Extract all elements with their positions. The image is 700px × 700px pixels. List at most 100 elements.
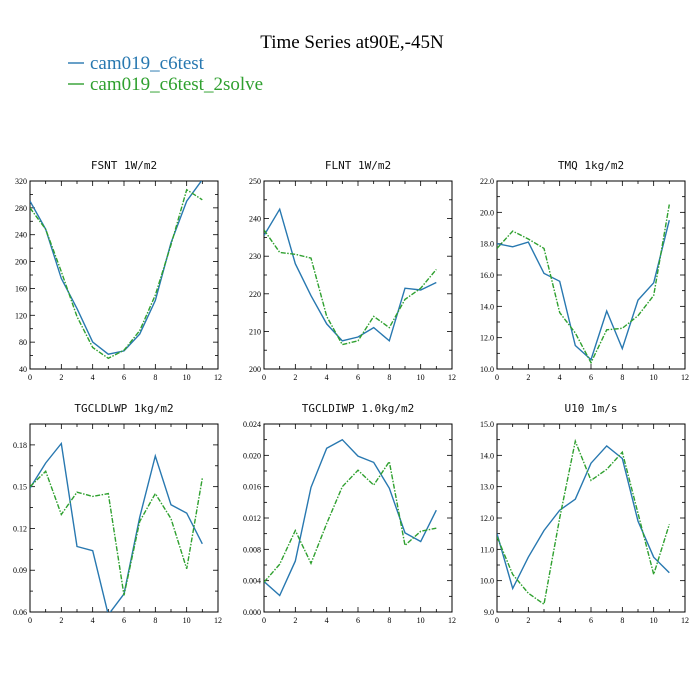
- y-tick-label: 0.008: [243, 545, 261, 554]
- y-tick-label: 280: [15, 204, 27, 213]
- page-title: Time Series at90E,-45N: [260, 32, 444, 53]
- x-tick-label: 0: [28, 616, 32, 625]
- x-tick-label: 4: [91, 616, 95, 625]
- x-tick-label: 0: [28, 373, 32, 382]
- x-tick-label: 2: [59, 373, 63, 382]
- panel-title: TMQ 1kg/m2: [558, 159, 624, 172]
- x-tick-label: 8: [620, 373, 624, 382]
- panel-5: TGCLDIWP 1.0kg/m2 0 2 4 6 8 10 12 0.000 0.004 0.00…: [243, 402, 456, 625]
- panel-4: TGCLDLWP 1kg/m2 0 2 4 6 8 10 12 0.06 0.09 0.12 0.15…: [13, 402, 222, 625]
- plot-frame: [29, 180, 219, 370]
- series-line-2: [30, 188, 203, 360]
- panel-title: FSNT 1W/m2: [91, 159, 157, 172]
- y-tick-label: 230: [249, 252, 261, 261]
- plot-frame: [496, 423, 686, 613]
- y-tick-label: 0.09: [13, 566, 27, 575]
- y-tick-label: 80: [19, 338, 27, 347]
- y-tick-label: 0.15: [13, 483, 27, 492]
- y-tick-label: 13.0: [480, 483, 494, 492]
- x-tick-label: 6: [356, 373, 360, 382]
- y-tick-label: 240: [249, 215, 261, 224]
- y-tick-label: 120: [15, 311, 27, 320]
- x-tick-label: 12: [681, 616, 689, 625]
- x-tick-label: 12: [448, 616, 456, 625]
- series-line-2: [264, 229, 437, 346]
- x-tick-label: 6: [589, 373, 593, 382]
- series-line-1: [264, 438, 437, 597]
- y-tick-label: 0.000: [243, 608, 261, 617]
- x-tick-label: 10: [183, 373, 191, 382]
- x-tick-label: 8: [153, 616, 157, 625]
- panel-1: FSNT 1W/m2 0 2 4 6 8 10 12 40 80 120 160 200 240 280 32…: [15, 159, 222, 382]
- x-tick-label: 6: [122, 373, 126, 382]
- series-line-1: [30, 441, 203, 612]
- x-tick-label: 2: [59, 616, 63, 625]
- y-tick-label: 0.016: [243, 483, 261, 492]
- x-tick-label: 4: [558, 616, 562, 625]
- x-tick-label: 12: [214, 616, 222, 625]
- x-tick-label: 0: [495, 616, 499, 625]
- y-tick-label: 0.020: [243, 451, 261, 460]
- y-tick-label: 160: [15, 284, 27, 293]
- x-tick-label: 10: [417, 616, 425, 625]
- panel-title: TGCLDLWP 1kg/m2: [74, 402, 173, 415]
- panel-6: U10 1m/s 0 2 4 6 8 10 12 9.0 10.0 11.0 12.0 13.0 14.0…: [480, 402, 689, 625]
- y-tick-label: 220: [249, 290, 261, 299]
- series-line-2: [497, 438, 670, 606]
- y-tick-label: 11.0: [480, 545, 494, 554]
- x-tick-label: 6: [589, 616, 593, 625]
- x-tick-label: 4: [325, 373, 329, 382]
- plot-frame: [263, 423, 453, 613]
- y-tick-label: 0.06: [13, 608, 27, 617]
- y-tick-label: 15.0: [480, 420, 494, 429]
- y-tick-label: 20.0: [480, 208, 494, 217]
- series-line-2: [264, 459, 437, 583]
- y-tick-label: 0.024: [243, 420, 261, 429]
- x-tick-label: 10: [650, 373, 658, 382]
- series-line-2: [497, 204, 670, 365]
- x-tick-label: 8: [153, 373, 157, 382]
- x-tick-label: 6: [356, 616, 360, 625]
- x-tick-label: 8: [387, 373, 391, 382]
- x-tick-label: 2: [526, 373, 530, 382]
- legend-label-1: cam019_c6test: [90, 53, 205, 74]
- y-tick-label: 10.0: [480, 577, 494, 586]
- plot-frame: [496, 180, 686, 370]
- x-tick-label: 8: [387, 616, 391, 625]
- y-tick-label: 40: [19, 365, 27, 374]
- panels: FSNT 1W/m20 2 4 6 8 10 12408012016020024028032…: [13, 159, 689, 625]
- series-line-1: [497, 220, 670, 361]
- x-tick-label: 4: [91, 373, 95, 382]
- panel-title: FLNT 1W/m2: [325, 159, 391, 172]
- x-tick-label: 2: [293, 373, 297, 382]
- x-tick-label: 10: [650, 616, 658, 625]
- x-tick-label: 12: [214, 373, 222, 382]
- x-tick-label: 0: [495, 373, 499, 382]
- series-line-1: [30, 181, 203, 355]
- y-tick-label: 320: [15, 177, 27, 186]
- x-tick-label: 0: [262, 373, 266, 382]
- series-line-2: [30, 470, 203, 596]
- y-tick-label: 0.004: [243, 577, 261, 586]
- panel-3: TMQ 1kg/m2 0 2 4 6 8 10 12 10.0 12.0 14.0 16.0 18.0 2…: [480, 159, 689, 382]
- y-tick-label: 14.0: [480, 302, 494, 311]
- x-tick-label: 6: [122, 616, 126, 625]
- x-tick-label: 10: [417, 373, 425, 382]
- y-tick-label: 0.012: [243, 514, 261, 523]
- x-tick-label: 10: [183, 616, 191, 625]
- panel-title: U10 1m/s: [565, 402, 618, 415]
- panel-title: TGCLDIWP 1.0kg/m2: [302, 402, 415, 415]
- y-tick-label: 200: [249, 365, 261, 374]
- x-tick-label: 2: [293, 616, 297, 625]
- y-tick-label: 250: [249, 177, 261, 186]
- legend: cam019_c6test cam019_c6test_2solve: [68, 53, 263, 95]
- y-tick-label: 16.0: [480, 271, 494, 280]
- x-tick-label: 0: [262, 616, 266, 625]
- y-tick-label: 0.18: [13, 441, 27, 450]
- y-tick-label: 18.0: [480, 240, 494, 249]
- y-tick-label: 22.0: [480, 177, 494, 186]
- y-tick-label: 10.0: [480, 365, 494, 374]
- y-tick-label: 12.0: [480, 334, 494, 343]
- y-tick-label: 200: [15, 258, 27, 267]
- x-tick-label: 2: [526, 616, 530, 625]
